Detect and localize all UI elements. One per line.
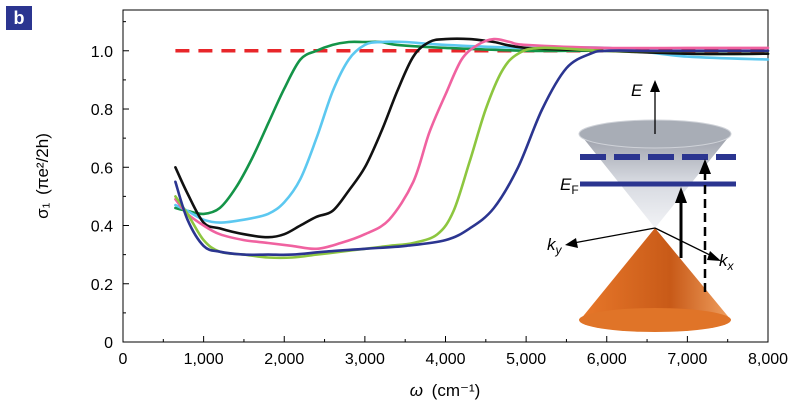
x-tick-label: 3,000 [345,351,385,368]
kx-label-main: k [719,251,729,270]
ky-label: ky [547,235,563,257]
x-tick-label: 1,000 [184,351,224,368]
panel-label: b [14,8,25,28]
transition-arrow-solid-head [675,187,687,203]
y-axis-symbol: σ₁ [33,202,52,218]
plot-area: 0 1,000 2,000 3,000 4,000 5,000 6,000 7,000 8,00… [91,9,788,368]
energy-axis-arrowhead [650,80,660,92]
series-line-3 [174,37,770,239]
fermi-label-sub: F [571,183,578,197]
y-axis-unit: (πe²/2h) [33,133,52,195]
x-axis-unit: (cm⁻¹) [432,381,481,400]
ky-axis-arrowhead [565,238,578,248]
x-tick-label: 5,000 [506,351,546,368]
x-tick-label: 4,000 [425,351,465,368]
x-tick-label: 0 [119,351,128,368]
kx-label: kx [719,251,735,273]
series-line-4 [174,37,770,251]
x-tick-label: 2,000 [264,351,304,368]
dirac-cone-inset: E EF ky kx [547,80,736,332]
series-line-6 [174,49,770,257]
y-axis-title: σ₁ (πe²/2h) [33,133,52,219]
x-tick-label: 8,000 [748,351,788,368]
y-tick-label: 0.8 [91,102,113,119]
lower-cone [580,228,731,320]
fermi-label: EF [560,175,579,197]
series-lines [174,37,770,260]
x-axis-title: ω (cm⁻¹) [410,381,481,400]
y-tick-label: 0.2 [91,277,113,294]
x-axis-ticks: 0 1,000 2,000 3,000 4,000 5,000 6,000 7,000 8,00… [119,336,788,368]
transition-arrow-dashed-head [699,159,711,174]
kx-axis [654,227,719,260]
y-axis-ticks: 0 0.2 0.4 0.6 0.8 1.0 [91,21,129,352]
y-tick-label: 0 [104,335,113,352]
ky-label-main: k [547,235,557,254]
panel-label-badge [6,6,32,30]
ky-label-sub: y [555,243,563,257]
energy-label: E [631,81,643,100]
x-tick-label: 6,000 [587,351,627,368]
y-tick-label: 1.0 [91,44,113,61]
x-tick-label: 7,000 [667,351,707,368]
ky-axis [567,227,656,245]
y-tick-label: 0.6 [91,160,113,177]
kx-axis-arrowhead [707,251,721,261]
lower-cone-base [579,308,731,332]
kx-label-sub: x [727,259,735,273]
x-axis-symbol: ω [410,381,423,400]
y-tick-label: 0.4 [91,219,113,236]
fermi-label-main: E [560,175,572,194]
